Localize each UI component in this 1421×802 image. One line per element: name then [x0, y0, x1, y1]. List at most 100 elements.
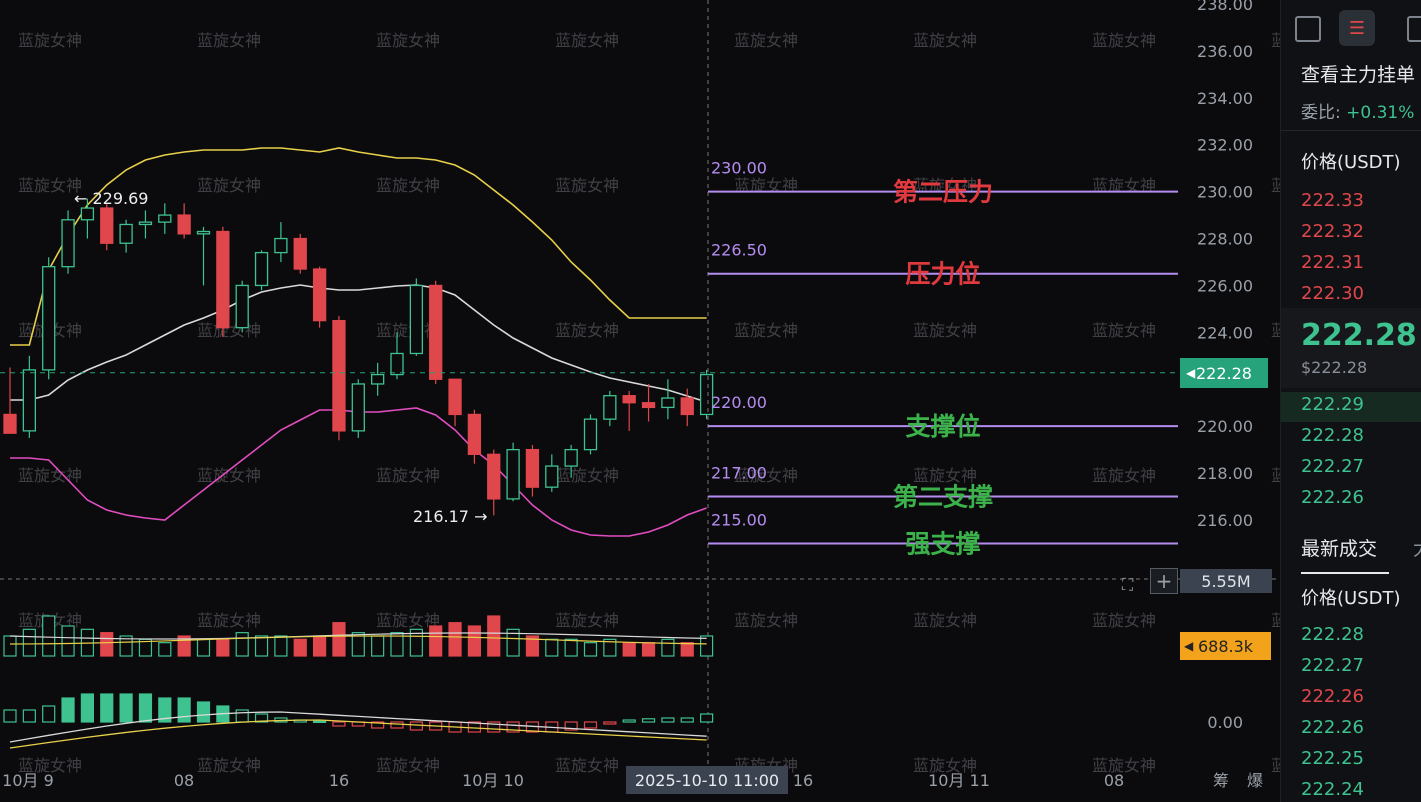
volume-bar [622, 642, 636, 657]
macd-bar [158, 697, 172, 723]
crosshair-time-text: 2025-10-10 11:00 [634, 770, 780, 790]
volume-bar [371, 635, 385, 657]
candle-body [603, 395, 617, 420]
current-price-tag: ◀ 222.28 [1180, 358, 1268, 388]
macd-bar [3, 709, 17, 723]
candle-body [448, 378, 462, 416]
candle-body [506, 448, 520, 500]
level-value: 220.00 [711, 393, 767, 412]
ask-price-row[interactable]: 222.32 [1301, 221, 1364, 242]
volume-bar [235, 632, 249, 657]
ratio-label: 委比: [1301, 103, 1341, 123]
trade-price-row[interactable]: 222.28 [1301, 624, 1364, 645]
watermark-text: 蓝旋女神 [734, 321, 798, 340]
macd-bar [622, 719, 636, 723]
ask-price-row[interactable]: 222.31 [1301, 252, 1364, 273]
trade-price-row[interactable]: 222.24 [1301, 779, 1364, 800]
candles-layer: ← 229.69 216.17 → [3, 189, 714, 526]
tab-large-trades[interactable]: 大 [1413, 534, 1421, 561]
levels-layer: 230.00 第二压力 226.50 压力位 220.00 支撑位 217.00 第二支撑 21… [0, 0, 1280, 770]
volume-bar [680, 642, 694, 657]
chart-area[interactable]: 蓝旋女神蓝旋女神蓝旋女神蓝旋女神蓝旋女神蓝旋女神蓝旋女神蓝旋女神蓝旋女神蓝旋女神… [0, 0, 1280, 802]
crosshair-time-tag: 2025-10-10 11:00 [626, 766, 788, 794]
macd-bar [583, 721, 598, 729]
tab-latest-trades[interactable]: 最新成交 [1301, 538, 1378, 560]
watermark-text: 蓝旋女神 [913, 466, 977, 485]
candle-body [196, 230, 211, 235]
list-icon[interactable] [1407, 16, 1421, 42]
level-name: 强支撑 [905, 529, 980, 558]
add-crosshair-button[interactable]: + [1150, 568, 1178, 594]
last-price-usd: $222.28 [1301, 358, 1368, 377]
watermark-text: 蓝旋女神 [18, 176, 82, 195]
macd-bar [564, 721, 578, 731]
bid-price-row[interactable]: 222.28 [1301, 425, 1364, 446]
candle-body [525, 448, 540, 488]
macd-bar [196, 701, 211, 723]
layout-icon[interactable] [1295, 16, 1321, 42]
bid-price-row[interactable]: 222.26 [1301, 487, 1364, 508]
candle-body [332, 319, 346, 432]
price-tick: 236.00 [1197, 42, 1253, 61]
ask-price-row[interactable]: 222.30 [1301, 283, 1364, 304]
trade-price-row[interactable]: 222.27 [1301, 655, 1364, 676]
high-price-label: ← 229.69 [74, 189, 148, 208]
watermark-text: 蓝旋女神 [197, 611, 261, 630]
candle-body [680, 397, 694, 416]
orderbook-toggle-icon[interactable]: ☰ [1339, 10, 1375, 46]
watermark-text: 蓝旋女神 [376, 31, 440, 50]
macd-zero-tick: 0.00 [1207, 713, 1243, 732]
price-tick: 218.00 [1197, 464, 1253, 483]
time-tick: 16 [329, 771, 349, 790]
volume-bar [545, 638, 559, 657]
volume-bar [429, 625, 443, 657]
candle-body [390, 352, 404, 376]
volume-bar [583, 642, 598, 657]
volume-bar [564, 638, 578, 657]
price-chart[interactable]: 蓝旋女神蓝旋女神蓝旋女神蓝旋女神蓝旋女神蓝旋女神蓝旋女神蓝旋女神蓝旋女神蓝旋女神… [0, 0, 1280, 802]
price-tick: 232.00 [1197, 136, 1253, 155]
ask-price-row[interactable]: 222.33 [1301, 190, 1364, 211]
volume-bar [293, 638, 307, 657]
candle-body [293, 237, 307, 270]
candle-body [699, 373, 714, 416]
watermark-text: 蓝旋女神 [18, 466, 82, 485]
trade-price-row[interactable]: 222.26 [1301, 686, 1364, 707]
macd-bar [254, 713, 269, 723]
macd-bar [661, 717, 675, 723]
candle-body [119, 223, 133, 244]
crop-icon[interactable]: ⛶ [1122, 575, 1134, 594]
volume-ma-line-2 [9, 635, 707, 645]
watermark-text: 蓝旋女神 [18, 31, 82, 50]
bid-highlight [1281, 392, 1421, 422]
level-value: 230.00 [711, 159, 767, 178]
ratio-value: +0.31% [1346, 103, 1415, 123]
trade-price-row[interactable]: 222.25 [1301, 748, 1364, 769]
watermark-text: 蓝旋女神 [913, 611, 977, 630]
watermark-text: 蓝旋女神 [18, 756, 82, 775]
volume-bar [254, 635, 269, 657]
candle-body [429, 284, 443, 380]
candle-body [487, 453, 501, 500]
watermark-text: 蓝旋女神 [555, 466, 619, 485]
bid-price-row[interactable]: 222.27 [1301, 456, 1364, 477]
candle-body [564, 448, 578, 467]
candle-body [274, 237, 288, 254]
watermark-text: 蓝旋女神 [555, 756, 619, 775]
main-orders-title[interactable]: 查看主力挂单 [1301, 64, 1416, 86]
price-tick: 216.00 [1197, 511, 1253, 530]
volume-bar [332, 622, 346, 657]
trade-price-row[interactable]: 222.26 [1301, 717, 1364, 738]
candle-body [409, 284, 424, 355]
volume-bar [506, 628, 520, 657]
macd-bar [371, 721, 385, 729]
candle-body [138, 221, 153, 226]
level-name: 压力位 [905, 260, 980, 289]
volume-bar [158, 642, 172, 657]
watermark-text: 蓝旋女神 [555, 31, 619, 50]
level-value: 215.00 [711, 510, 767, 529]
bid-price-row[interactable]: 222.29 [1301, 394, 1364, 415]
macd-bar [332, 721, 346, 727]
watermark-text: 蓝旋女神 [913, 176, 977, 195]
macd-bar [680, 717, 694, 723]
